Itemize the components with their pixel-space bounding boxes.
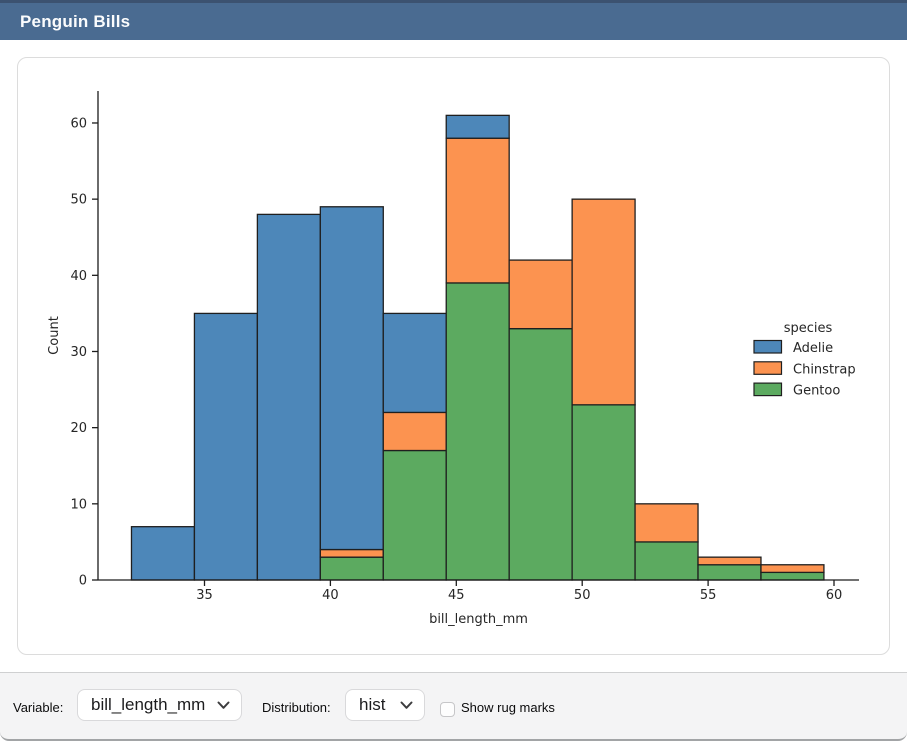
svg-text:20: 20	[70, 421, 87, 436]
svg-text:Chinstrap: Chinstrap	[793, 362, 856, 377]
svg-text:40: 40	[322, 588, 339, 603]
chart-axes: 0 10 20 30 40 50 60 35 40 45 50 55 60	[70, 91, 859, 603]
distribution-label: Distribution:	[262, 700, 331, 715]
svg-text:35: 35	[196, 588, 213, 603]
svg-text:60: 60	[70, 116, 87, 131]
chevron-down-icon	[400, 701, 413, 709]
svg-text:30: 30	[70, 345, 87, 360]
svg-text:45: 45	[448, 588, 465, 603]
svg-text:55: 55	[700, 588, 717, 603]
svg-text:50: 50	[70, 193, 87, 208]
variable-dropdown-value: bill_length_mm	[91, 695, 206, 714]
distribution-dropdown-value: hist	[359, 695, 386, 714]
chart-card: 0 10 20 30 40 50 60 35 40 45 50 55 60 bill_length_mm C…	[17, 57, 890, 655]
svg-text:Gentoo: Gentoo	[793, 384, 840, 399]
svg-text:50: 50	[574, 588, 591, 603]
controls-bar: Variable: bill_length_mm Distribution: h…	[0, 672, 907, 741]
svg-text:bill_length_mm: bill_length_mm	[429, 612, 528, 627]
svg-text:species: species	[784, 321, 833, 336]
chart-axis-labels: bill_length_mm Count	[47, 316, 528, 627]
variable-label: Variable:	[13, 700, 64, 715]
svg-text:40: 40	[70, 269, 87, 284]
svg-text:Count: Count	[47, 316, 62, 355]
chart-bars	[130, 114, 825, 581]
svg-text:10: 10	[70, 497, 87, 512]
svg-text:Adelie: Adelie	[793, 341, 833, 356]
histogram-chart: 0 10 20 30 40 50 60 35 40 45 50 55 60 bill_length_mm C…	[47, 91, 859, 627]
window-title: Penguin Bills	[20, 11, 131, 31]
chart-legend: species Adelie Chinstrap Gentoo	[753, 321, 856, 399]
distribution-dropdown[interactable]: hist	[345, 689, 425, 721]
title-bar: Penguin Bills	[0, 0, 907, 40]
rug-checkbox[interactable]	[440, 702, 455, 717]
svg-text:0: 0	[79, 574, 87, 589]
chevron-down-icon	[217, 701, 230, 709]
variable-dropdown[interactable]: bill_length_mm	[77, 689, 242, 721]
svg-text:60: 60	[826, 588, 843, 603]
rug-label: Show rug marks	[461, 700, 555, 715]
